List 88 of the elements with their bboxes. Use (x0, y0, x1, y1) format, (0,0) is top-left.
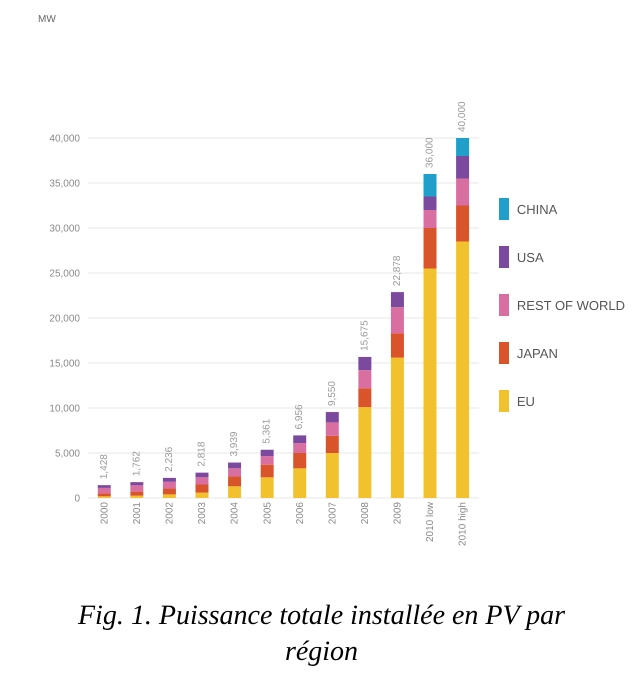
x-tick-label: 2010 low (425, 501, 436, 542)
x-tick-label: 2006 (294, 502, 306, 524)
bar (260, 456, 274, 465)
bar (228, 486, 242, 498)
bar (326, 412, 339, 422)
bar (98, 485, 111, 488)
bar (162, 494, 176, 498)
bar (293, 435, 306, 444)
y-tick-label: 25,000 (49, 268, 80, 280)
bar (195, 477, 208, 484)
total-label: 3,939 (229, 431, 240, 457)
bar (293, 443, 306, 453)
bar (456, 156, 470, 178)
bar (358, 407, 372, 498)
y-tick-label: 20,000 (49, 314, 80, 325)
bar (162, 482, 176, 489)
bar (390, 333, 404, 358)
caption: Fig. 1. Puissance totale installée en PV par région (76, 599, 566, 669)
bar (456, 206, 470, 242)
y-tick-label: 10,000 (49, 404, 80, 415)
total-label: 5,361 (262, 418, 273, 444)
x-tick-label: 2004 (230, 502, 241, 524)
bar (293, 453, 306, 468)
y-tick-label: 0 (74, 494, 80, 505)
bar (424, 268, 437, 498)
bar (98, 488, 111, 494)
total-label: 6,956 (294, 404, 306, 430)
total-label: 9,550 (326, 380, 338, 406)
bar (390, 307, 404, 334)
x-tick-label: 2007 (327, 502, 338, 524)
legend-label: JAPAN (516, 346, 558, 360)
total-label: 1,428 (98, 454, 110, 480)
x-tick-label: 2000 (99, 502, 110, 524)
bar (260, 477, 274, 498)
x-tick-label: 2002 (164, 502, 176, 524)
legend-label: EU (516, 394, 535, 408)
legend-label: CHINA (516, 202, 558, 216)
total-label: 2,818 (196, 441, 208, 467)
bar (326, 453, 339, 498)
bar (293, 468, 306, 498)
bar (424, 196, 437, 210)
bar (326, 422, 339, 436)
x-tick-label: 2003 (197, 502, 208, 524)
x-tick-label: 2008 (360, 502, 371, 524)
y-tick-label: 40,000 (49, 134, 80, 145)
total-label: 2,236 (164, 446, 175, 472)
total-label: 36,000 (424, 136, 436, 168)
bar (228, 462, 242, 468)
total-label: 15,675 (359, 320, 370, 351)
bar (358, 356, 372, 370)
bar (195, 484, 208, 493)
bar (130, 482, 144, 486)
bar (130, 485, 144, 492)
bar (456, 242, 470, 498)
bar (260, 464, 274, 478)
bar (228, 476, 242, 486)
bar (326, 436, 339, 453)
legend-label: USA (516, 250, 544, 264)
bar (424, 228, 437, 268)
bar (228, 468, 242, 476)
legend-label: REST OF WORLD (516, 298, 625, 312)
bar (260, 450, 274, 456)
bar (456, 178, 470, 206)
bar (358, 370, 372, 388)
bar (195, 492, 208, 498)
y-tick-label: 30,000 (49, 224, 80, 235)
total-label: 22,878 (392, 255, 403, 286)
x-tick-label: 2005 (262, 502, 274, 524)
total-label: 1,762 (131, 450, 142, 476)
bar (358, 388, 372, 408)
bar (162, 478, 176, 482)
x-tick-label: 2001 (132, 502, 143, 524)
x-tick-label: 2009 (392, 502, 404, 524)
x-tick-label: 2010 high (458, 502, 469, 546)
bar (98, 493, 111, 496)
bar (162, 488, 176, 494)
bar (390, 292, 404, 308)
bar (424, 210, 437, 228)
bar (390, 358, 404, 498)
bar (424, 174, 437, 196)
y-tick-label: 15,000 (49, 358, 80, 370)
y-tick-label: 5,000 (54, 448, 80, 460)
bar (456, 138, 470, 156)
total-label: 40,000 (457, 100, 468, 132)
y-tick-label: 35,000 (49, 178, 80, 190)
bar (130, 492, 144, 496)
bar (195, 472, 208, 478)
text: MW (38, 14, 56, 25)
